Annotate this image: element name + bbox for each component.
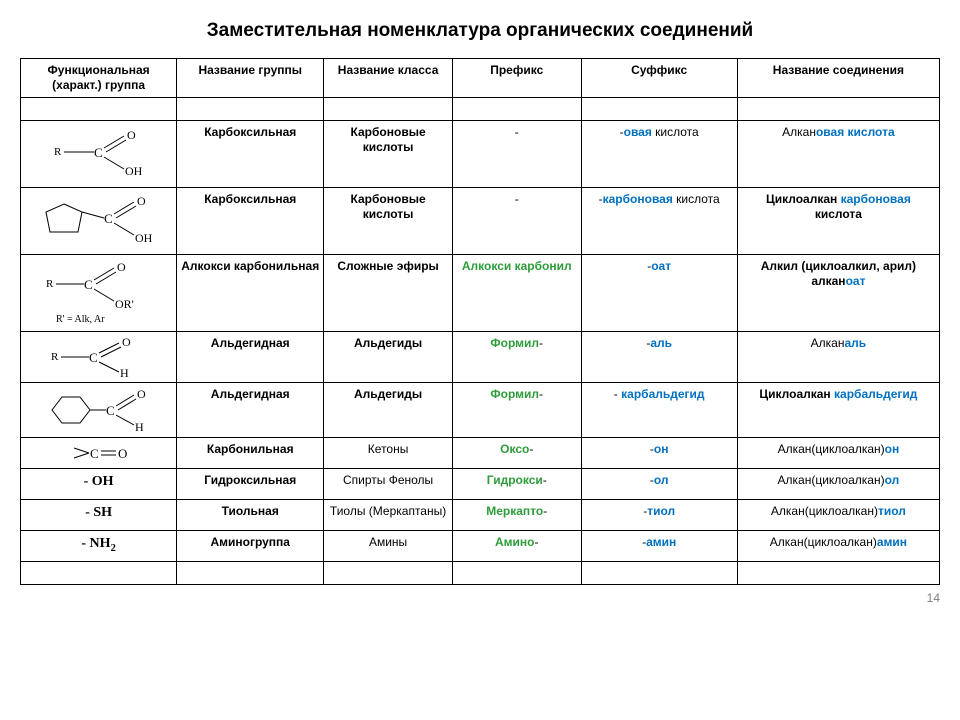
cell-suffix: -оат xyxy=(581,255,737,332)
cell-suffix: -аль xyxy=(581,332,737,383)
cell-compound: Алкил (циклоалкил, арил) алканоат xyxy=(737,255,939,332)
cell-group-name: Альдегидная xyxy=(177,383,324,438)
svg-text:OH: OH xyxy=(125,164,143,178)
structure-cyclo-cooh: C O OH xyxy=(21,188,177,255)
svg-text:OR': OR' xyxy=(115,297,134,311)
page-number: 14 xyxy=(20,591,940,605)
col-suffix: Суффикс xyxy=(581,59,737,98)
col-class-name: Название класса xyxy=(324,59,453,98)
svg-text:O: O xyxy=(137,194,146,208)
svg-text:R: R xyxy=(51,351,59,363)
cell-prefix: Формил- xyxy=(452,332,581,383)
structure-ketone: C O xyxy=(21,438,177,469)
structure-nh2: - NH2 xyxy=(21,531,177,562)
svg-text:C: C xyxy=(84,277,93,292)
cell-group-name: Карбонильная xyxy=(177,438,324,469)
page-title: Заместительная номенклатура органических… xyxy=(20,20,940,42)
cell-prefix: Формил- xyxy=(452,383,581,438)
table-row: C O H Альдегидная Альдегиды Формил- - ка… xyxy=(21,383,940,438)
table-row xyxy=(21,562,940,585)
col-compound-name: Название соединения xyxy=(737,59,939,98)
col-prefix: Префикс xyxy=(452,59,581,98)
table-row: C O OH Карбоксильная Карбоновые кислоты … xyxy=(21,188,940,255)
svg-text:R' = Alk, Ar: R' = Alk, Ar xyxy=(56,314,105,325)
table-row: R C O H Альдегидная Альдегиды Формил- -а… xyxy=(21,332,940,383)
cell-class-name: Альдегиды xyxy=(324,383,453,438)
cell-prefix: - xyxy=(452,188,581,255)
cell-group-name: Карбоксильная xyxy=(177,121,324,188)
cell-compound: Алкан(циклоалкан)ол xyxy=(737,469,939,500)
svg-text:C: C xyxy=(94,145,103,160)
table-row: R C O OR' R' = Alk, Ar Алкокси карбониль… xyxy=(21,255,940,332)
cell-group-name: Аминогруппа xyxy=(177,531,324,562)
svg-text:O: O xyxy=(122,336,131,349)
cell-compound: Алкановая кислота xyxy=(737,121,939,188)
svg-text:H: H xyxy=(120,366,129,378)
svg-text:O: O xyxy=(118,446,127,461)
table-row: - OH Гидроксильная Спирты Фенолы Гидрокс… xyxy=(21,469,940,500)
svg-text:C: C xyxy=(90,446,99,461)
cell-class-name: Карбоновые кислоты xyxy=(324,188,453,255)
cell-compound: Циклоалкан карбоновая кислота xyxy=(737,188,939,255)
cell-prefix: Оксо- xyxy=(452,438,581,469)
table-row: R C O OH Карбоксильная Карбоновые кислот… xyxy=(21,121,940,188)
cell-prefix: Алкокси карбонил xyxy=(452,255,581,332)
cell-class-name: Сложные эфиры xyxy=(324,255,453,332)
table-header-row: Функциональная (характ.) группа Название… xyxy=(21,59,940,98)
table-row: - SH Тиольная Тиолы (Меркаптаны) Меркапт… xyxy=(21,500,940,531)
svg-text:O: O xyxy=(117,260,126,274)
nomenclature-table: Функциональная (характ.) группа Название… xyxy=(20,58,940,585)
cell-compound: Циклоалкан карбальдегид xyxy=(737,383,939,438)
cell-compound: Алкан(циклоалкан)тиол xyxy=(737,500,939,531)
structure-cooh: R C O OH xyxy=(21,121,177,188)
cell-group-name: Гидроксильная xyxy=(177,469,324,500)
col-functional-group: Функциональная (характ.) группа xyxy=(21,59,177,98)
svg-text:O: O xyxy=(137,387,146,401)
cell-class-name: Амины xyxy=(324,531,453,562)
svg-text:R: R xyxy=(46,278,54,290)
table-row: C O Карбонильная Кетоны Оксо- -он Алкан(… xyxy=(21,438,940,469)
cell-group-name: Тиольная xyxy=(177,500,324,531)
cell-prefix: Амино- xyxy=(452,531,581,562)
cell-suffix: -карбоновая кислота xyxy=(581,188,737,255)
cell-group-name: Карбоксильная xyxy=(177,188,324,255)
cell-group-name: Альдегидная xyxy=(177,332,324,383)
structure-oh: - OH xyxy=(21,469,177,500)
cell-suffix: - карбальдегид xyxy=(581,383,737,438)
cell-class-name: Кетоны xyxy=(324,438,453,469)
cell-suffix: -овая кислота xyxy=(581,121,737,188)
svg-text:C: C xyxy=(89,350,98,365)
structure-ester: R C O OR' R' = Alk, Ar xyxy=(21,255,177,332)
structure-sh: - SH xyxy=(21,500,177,531)
cell-suffix: -тиол xyxy=(581,500,737,531)
cell-compound: Алкан(циклоалкан)амин xyxy=(737,531,939,562)
svg-text:C: C xyxy=(106,403,115,418)
svg-text:OH: OH xyxy=(135,231,153,245)
cell-prefix: Гидрокси- xyxy=(452,469,581,500)
cell-class-name: Альдегиды xyxy=(324,332,453,383)
col-group-name: Название группы xyxy=(177,59,324,98)
cell-suffix: -амин xyxy=(581,531,737,562)
svg-text:R: R xyxy=(54,146,62,158)
svg-text:O: O xyxy=(127,128,136,142)
svg-text:H: H xyxy=(135,420,144,433)
cell-group-name: Алкокси карбонильная xyxy=(177,255,324,332)
cell-prefix: - xyxy=(452,121,581,188)
table-row: - NH2 Аминогруппа Амины Амино- -амин Алк… xyxy=(21,531,940,562)
cell-suffix: -ол xyxy=(581,469,737,500)
cell-class-name: Тиолы (Меркаптаны) xyxy=(324,500,453,531)
cell-compound: Алканаль xyxy=(737,332,939,383)
structure-aldehyde: R C O H xyxy=(21,332,177,383)
table-row xyxy=(21,98,940,121)
cell-suffix: -он xyxy=(581,438,737,469)
cell-prefix: Меркапто- xyxy=(452,500,581,531)
structure-cyclo-aldehyde: C O H xyxy=(21,383,177,438)
cell-class-name: Карбоновые кислоты xyxy=(324,121,453,188)
svg-text:C: C xyxy=(104,211,113,226)
cell-class-name: Спирты Фенолы xyxy=(324,469,453,500)
cell-compound: Алкан(циклоалкан)он xyxy=(737,438,939,469)
